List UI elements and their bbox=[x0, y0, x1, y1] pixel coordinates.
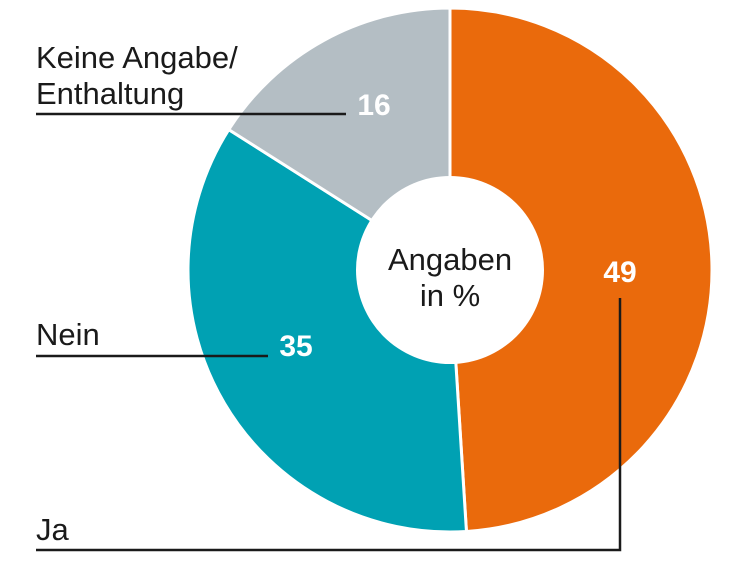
legend-label-keine-angabe-line-2: Enthaltung bbox=[36, 76, 184, 111]
center-label-line-1: Angaben bbox=[388, 242, 512, 277]
value-label-ja: 49 bbox=[603, 256, 636, 289]
slice-nein bbox=[186, 127, 469, 534]
value-label-keine-angabe: 16 bbox=[357, 89, 390, 122]
legend-label-keine-angabe-line-1: Keine Angabe/ bbox=[36, 40, 238, 75]
value-label-nein: 35 bbox=[279, 330, 312, 363]
legend-label-ja: Ja bbox=[36, 512, 70, 547]
donut-hole bbox=[356, 176, 544, 364]
leader-line-ja bbox=[36, 298, 622, 552]
legend-label-nein: Nein bbox=[36, 317, 100, 352]
center-label-line-2: in % bbox=[420, 278, 480, 313]
slice-ja bbox=[448, 6, 714, 534]
